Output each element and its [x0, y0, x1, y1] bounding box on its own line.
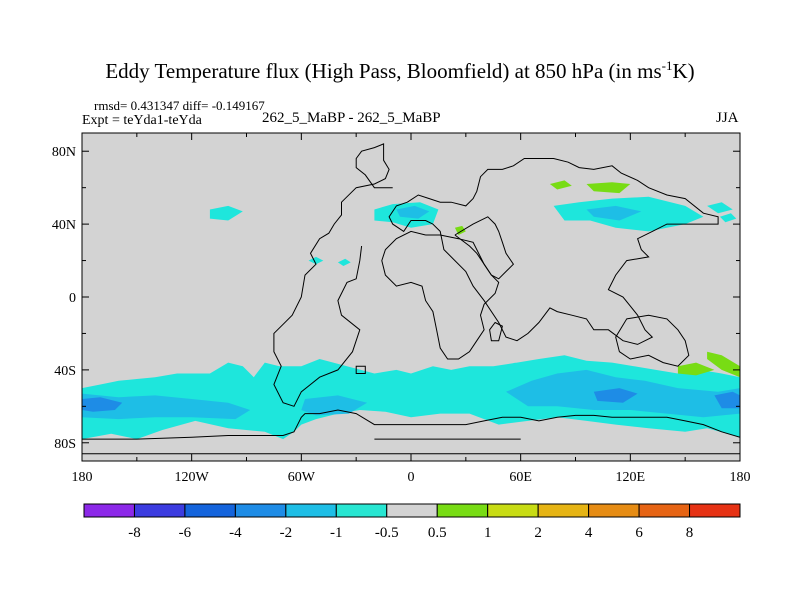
contour-region-indian-speck — [506, 362, 521, 372]
coastline-caribbean-island — [355, 365, 366, 374]
colorbar-swatch — [436, 503, 489, 518]
contour-region-band-blue-west — [82, 397, 123, 412]
colorbar-label: 6 — [635, 525, 643, 541]
contour-region-dateline-blob — [719, 213, 737, 223]
coastline-australia-coast — [615, 314, 690, 367]
coastline-americas-coast — [273, 143, 393, 407]
colorbar-label: -0.5 — [375, 525, 399, 541]
coastline-antarctica-coast — [82, 409, 740, 440]
colorbar-swatch — [487, 503, 539, 518]
colorbar-label: 1 — [484, 525, 492, 541]
x-tick-label: 120E — [616, 470, 646, 485]
colorbar-label: -2 — [280, 525, 293, 541]
coastline-arabia-outline — [454, 216, 515, 280]
colorbar-swatch — [184, 503, 236, 518]
colorbar-swatch — [638, 503, 691, 518]
coastline-madagascar — [489, 321, 503, 342]
season-label: JJA — [716, 110, 739, 126]
colorbar-swatch — [537, 503, 590, 518]
x-tick-label: 0 — [408, 470, 415, 485]
contour-region-atlantic-speck-2 — [337, 258, 351, 266]
colorbar-swatch — [689, 503, 741, 518]
coastline-eurasia-coast — [388, 158, 719, 345]
contour-region-asia-core — [586, 205, 642, 221]
run-comparison-label: 262_5_MaBP - 262_5_MaBP — [262, 110, 441, 126]
title-text: Eddy Temperature flux (High Pass, Bloomf… — [105, 59, 662, 83]
colorbar-label: 8 — [686, 525, 694, 541]
title-superscript: -1 — [661, 58, 673, 73]
y-tick-label: 0 — [69, 291, 76, 306]
colorbar-swatch — [83, 503, 135, 518]
y-tick-label: 40N — [52, 218, 76, 233]
colorbar-label: -1 — [330, 525, 343, 541]
contour-region-siberia-green — [586, 182, 631, 194]
colorbar-label: 4 — [585, 525, 593, 541]
x-tick-label: 60E — [509, 470, 532, 485]
contour-region-pacific-blob — [209, 205, 243, 221]
y-tick-label: 40S — [54, 364, 76, 379]
x-tick-label: 120W — [175, 470, 210, 485]
contour-region-greenland-green — [549, 180, 572, 190]
contour-region-mediterranean-green — [454, 225, 466, 235]
y-tick-label: 80N — [52, 145, 76, 160]
contour-region-europe-core — [396, 205, 430, 219]
colorbar-label: -8 — [128, 525, 141, 541]
x-tick-label: 180 — [730, 470, 751, 485]
chart-title: Eddy Temperature flux (High Pass, Bloomf… — [0, 58, 800, 84]
contour-region-band-blue-east-b — [714, 391, 740, 409]
colorbar-label: 2 — [534, 525, 542, 541]
colorbar-label: -6 — [179, 525, 192, 541]
colorbar-label: -4 — [229, 525, 242, 541]
contour-region-pacific-east-blob — [707, 202, 733, 214]
colorbar-swatch — [285, 503, 337, 518]
coastline-africa-coast — [381, 230, 500, 360]
x-tick-label: 180 — [72, 470, 93, 485]
stats-label: rmsd= 0.431347 diff= -0.149167 — [94, 98, 265, 113]
map-layer — [82, 143, 740, 455]
colorbar-swatch — [133, 503, 186, 518]
contour-region-band-core-west — [82, 393, 251, 420]
colorbar-label: 0.5 — [428, 525, 447, 541]
experiment-label: Expt = teYda1-teYda — [82, 113, 202, 128]
y-tick-label: 80S — [54, 437, 76, 452]
colorbar-swatch — [588, 503, 640, 518]
title-unit-end: K) — [672, 59, 695, 83]
contour-region-pacific-green — [677, 362, 715, 376]
colorbar-swatch — [335, 503, 388, 518]
x-tick-label: 60W — [288, 470, 316, 485]
contour-region-atlantic-speck — [308, 256, 324, 265]
colorbar-swatch — [386, 503, 438, 518]
contour-region-band-blue-east-a — [593, 388, 638, 403]
colorbar-swatch — [234, 503, 287, 518]
contour-region-band-core-drake — [301, 395, 368, 416]
contour-region-dateline-green — [707, 351, 740, 378]
